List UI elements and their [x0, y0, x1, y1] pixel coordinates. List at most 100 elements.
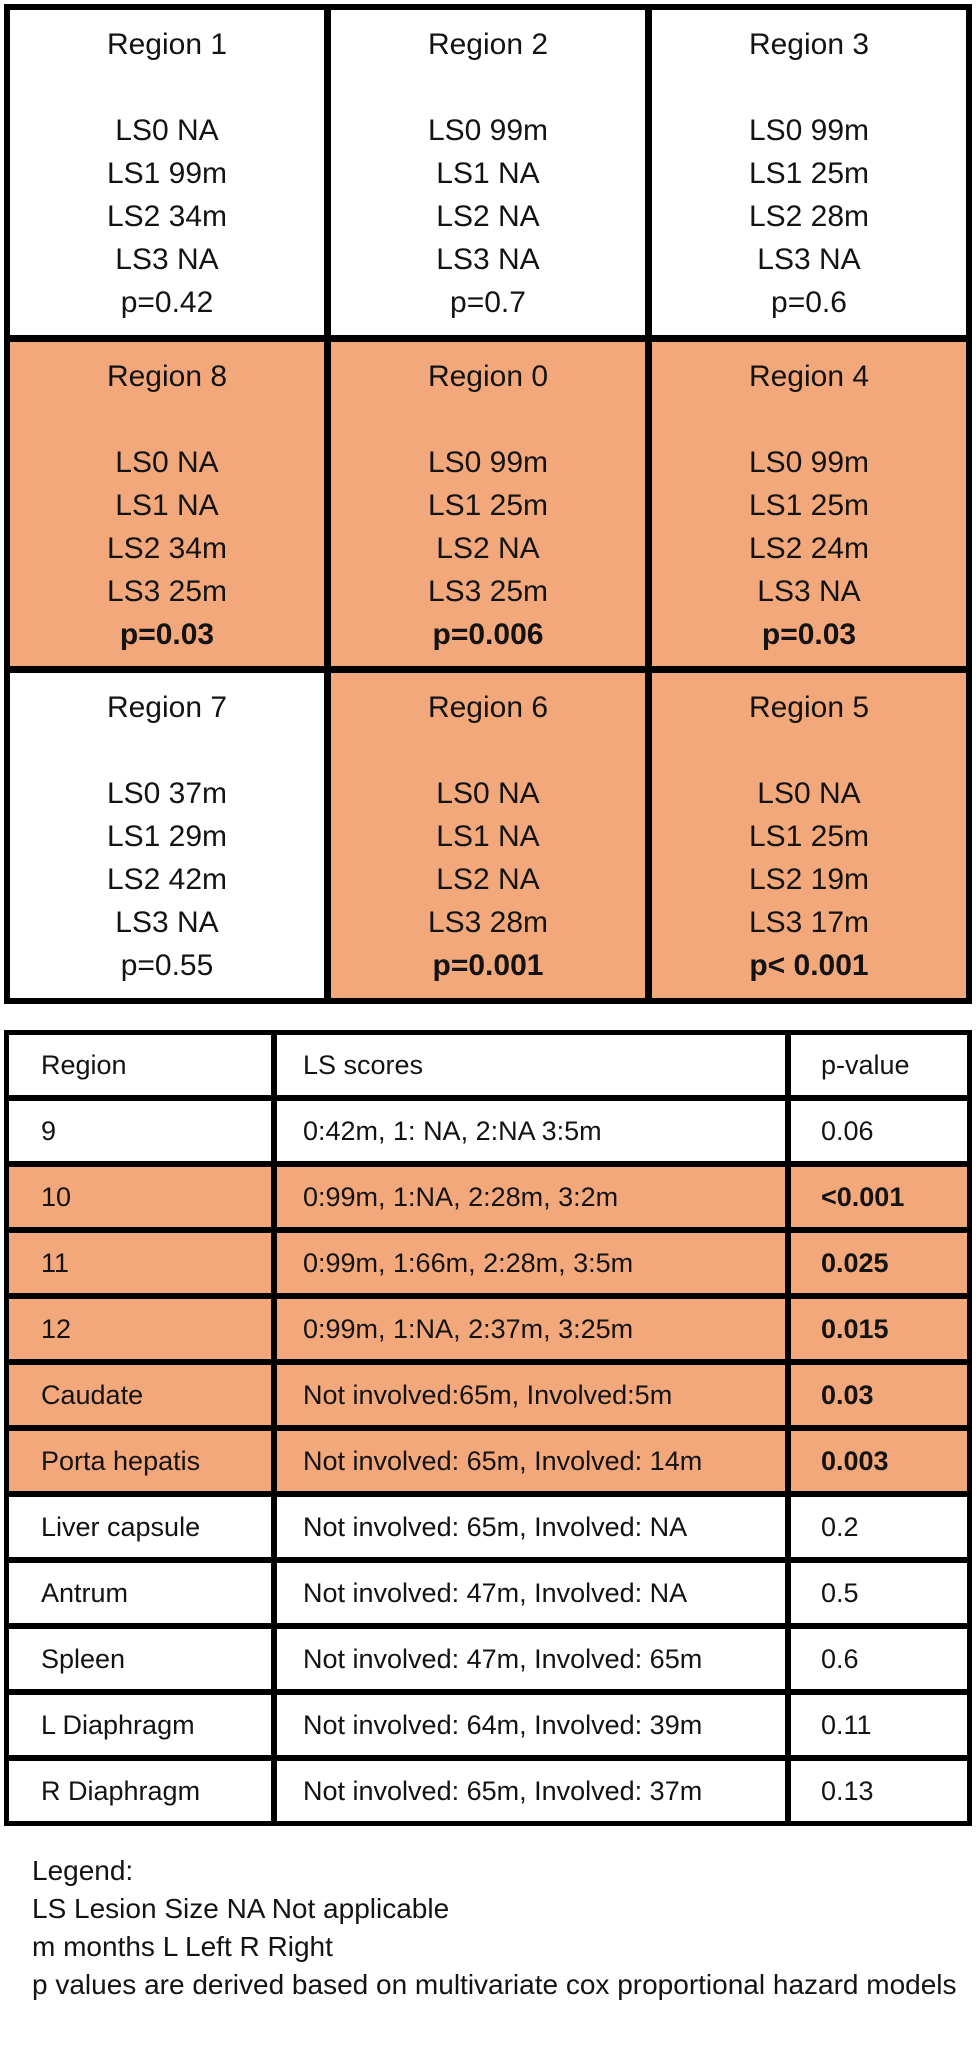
ls3-line: LS3 NA [436, 243, 540, 276]
p-value: p=0.03 [761, 617, 857, 651]
region-name-cell: 10 [9, 1167, 271, 1227]
p-value-cell: 0.003 [791, 1431, 967, 1491]
region-survival-grid: Region 1 LS0 NA LS1 99m LS2 34m LS3 NA p… [4, 4, 972, 1004]
region-name-cell: Spleen [9, 1629, 271, 1689]
table-row-region-9: 9 0:42m, 1: NA, 2:NA 3:5m 0.06 [9, 1101, 967, 1161]
p-value: p=0.42 [120, 286, 214, 319]
ls-scores-cell: Not involved: 65m, Involved: 37m [277, 1761, 785, 1821]
region-cell-2: Region 2 LS0 99m LS1 NA LS2 NA LS3 NA p=… [331, 10, 645, 335]
ls-scores-cell: Not involved:65m, Involved:5m [277, 1365, 785, 1425]
region-name-cell: R Diaphragm [9, 1761, 271, 1821]
region-title: Region 0 [427, 359, 549, 393]
ls2-line: LS2 24m [748, 531, 870, 565]
table-row-region-12: 12 0:99m, 1:NA, 2:37m, 3:25m 0.015 [9, 1299, 967, 1359]
ls-scores-cell: 0:99m, 1:66m, 2:28m, 3:5m [277, 1233, 785, 1293]
ls1-line: LS1 25m [748, 157, 870, 190]
table-row-porta-hepatis: Porta hepatis Not involved: 65m, Involve… [9, 1431, 967, 1491]
col-header-region: Region [9, 1035, 271, 1095]
region-title: Region 5 [748, 691, 870, 725]
ls0-line: LS0 NA [436, 777, 540, 811]
ls2-line: LS2 NA [436, 863, 540, 897]
region-name-cell: 11 [9, 1233, 271, 1293]
ls1-line: LS1 NA [436, 820, 540, 854]
region-name-cell: Antrum [9, 1563, 271, 1623]
region-cell-7: Region 7 LS0 37m LS1 29m LS2 42m LS3 NA … [10, 673, 324, 998]
ls2-line: LS2 NA [436, 531, 540, 565]
p-value-cell: <0.001 [791, 1167, 967, 1227]
p-value-cell: 0.13 [791, 1761, 967, 1821]
ls2-line: LS2 NA [436, 200, 540, 233]
ls2-line: LS2 34m [106, 200, 228, 233]
ls3-line: LS3 25m [106, 574, 228, 608]
region-cell-0: Region 0 LS0 99m LS1 25m LS2 NA LS3 25m … [331, 341, 645, 667]
table-row-r-diaphragm: R Diaphragm Not involved: 65m, Involved:… [9, 1761, 967, 1821]
ls3-line: LS3 17m [748, 906, 870, 940]
table-row-caudate: Caudate Not involved:65m, Involved:5m 0.… [9, 1365, 967, 1425]
ls3-line: LS3 NA [115, 243, 219, 276]
p-value-cell: 0.5 [791, 1563, 967, 1623]
ls1-line: LS1 NA [115, 488, 219, 522]
ls1-line: LS1 25m [748, 820, 870, 854]
ls-scores-cell: 0:99m, 1:NA, 2:37m, 3:25m [277, 1299, 785, 1359]
ls3-line: LS3 NA [757, 243, 861, 276]
region-title: Region 6 [427, 691, 549, 725]
outcome-table: Region LS scores p-value 9 0:42m, 1: NA,… [4, 1030, 972, 1826]
region-cell-3: Region 3 LS0 99m LS1 25m LS2 28m LS3 NA … [652, 10, 966, 335]
ls2-line: LS2 34m [106, 531, 228, 565]
legend-title: Legend: [32, 1855, 134, 1886]
col-header-ls-scores: LS scores [277, 1035, 785, 1095]
table-row-spleen: Spleen Not involved: 47m, Involved: 65m … [9, 1629, 967, 1689]
region-title: Region 1 [106, 28, 228, 61]
region-name-cell: Porta hepatis [9, 1431, 271, 1491]
ls-scores-cell: 0:42m, 1: NA, 2:NA 3:5m [277, 1101, 785, 1161]
ls0-line: LS0 99m [748, 445, 870, 479]
ls1-line: LS1 25m [748, 488, 870, 522]
ls0-line: LS0 99m [748, 114, 870, 147]
ls3-line: LS3 28m [427, 906, 549, 940]
region-cell-8: Region 8 LS0 NA LS1 NA LS2 34m LS3 25m p… [10, 341, 324, 667]
legend-p-values-note: p values are derived based on multivaria… [32, 1969, 957, 2000]
region-title: Region 8 [106, 359, 228, 393]
legend-ls-na: LS Lesion Size NA Not applicable [32, 1893, 450, 1924]
table-row-region-10: 10 0:99m, 1:NA, 2:28m, 3:2m <0.001 [9, 1167, 967, 1227]
ls3-line: LS3 NA [115, 906, 219, 940]
p-value-cell: 0.2 [791, 1497, 967, 1557]
ls0-line: LS0 99m [427, 445, 549, 479]
ls2-line: LS2 19m [748, 863, 870, 897]
region-cell-4: Region 4 LS0 99m LS1 25m LS2 24m LS3 NA … [652, 341, 966, 667]
table-row-region-11: 11 0:99m, 1:66m, 2:28m, 3:5m 0.025 [9, 1233, 967, 1293]
table-row-l-diaphragm: L Diaphragm Not involved: 64m, Involved:… [9, 1695, 967, 1755]
p-value-cell: 0.06 [791, 1101, 967, 1161]
table-header-row: Region LS scores p-value [9, 1035, 967, 1095]
p-value-cell: 0.11 [791, 1695, 967, 1755]
region-cell-5: Region 5 LS0 NA LS1 25m LS2 19m LS3 17m … [652, 673, 966, 998]
region-title: Region 3 [748, 28, 870, 61]
ls0-line: LS0 NA [115, 114, 219, 147]
legend-m-l-r: m months L Left R Right [32, 1931, 333, 1962]
ls-scores-cell: Not involved: 47m, Involved: 65m [277, 1629, 785, 1689]
ls1-line: LS1 25m [427, 488, 549, 522]
region-name-cell: Liver capsule [9, 1497, 271, 1557]
ls3-line: LS3 25m [427, 574, 549, 608]
ls-scores-cell: Not involved: 47m, Involved: NA [277, 1563, 785, 1623]
p-value: p=0.55 [120, 949, 214, 983]
p-value: p=0.6 [771, 286, 847, 319]
p-value-cell: 0.6 [791, 1629, 967, 1689]
table-row-antrum: Antrum Not involved: 47m, Involved: NA 0… [9, 1563, 967, 1623]
p-value: p=0.03 [119, 617, 215, 651]
region-name-cell: L Diaphragm [9, 1695, 271, 1755]
ls-scores-cell: 0:99m, 1:NA, 2:28m, 3:2m [277, 1167, 785, 1227]
p-value: p=0.7 [450, 286, 526, 319]
ls1-line: LS1 NA [436, 157, 540, 190]
p-value-cell: 0.03 [791, 1365, 967, 1425]
region-title: Region 4 [748, 359, 870, 393]
ls0-line: LS0 99m [427, 114, 549, 147]
ls2-line: LS2 28m [748, 200, 870, 233]
region-cell-1: Region 1 LS0 NA LS1 99m LS2 34m LS3 NA p… [10, 10, 324, 335]
col-header-p-value: p-value [791, 1035, 967, 1095]
legend: Legend: LS Lesion Size NA Not applicable… [32, 1852, 960, 2004]
ls2-line: LS2 42m [106, 863, 228, 897]
ls-scores-cell: Not involved: 65m, Involved: NA [277, 1497, 785, 1557]
region-cell-6: Region 6 LS0 NA LS1 NA LS2 NA LS3 28m p=… [331, 673, 645, 998]
